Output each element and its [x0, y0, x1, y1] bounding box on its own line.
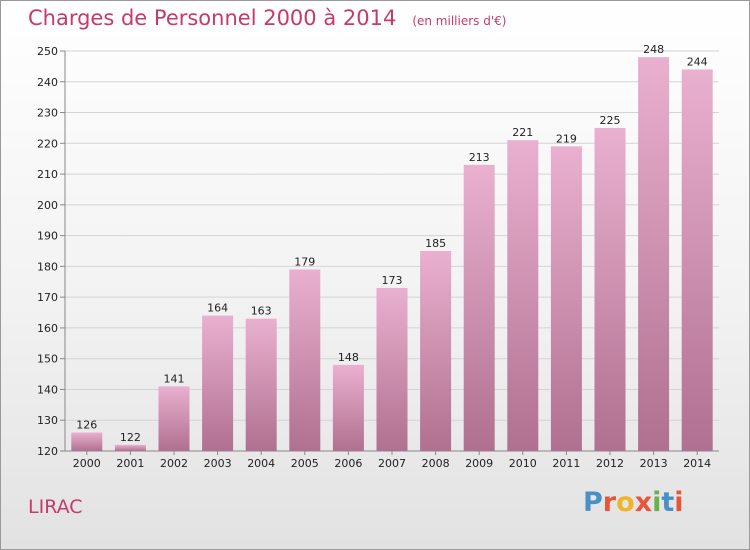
logo-letter: t — [661, 487, 675, 518]
logo-letter: x — [634, 487, 653, 518]
bar-2004 — [245, 318, 277, 451]
bar-value-label: 248 — [643, 43, 664, 56]
chart-title-text: Charges de Personnel 2000 à 2014 — [28, 6, 397, 30]
y-tick-label: 170 — [37, 291, 58, 304]
x-tick-label: 2006 — [334, 457, 362, 470]
bar-value-label: 141 — [164, 372, 185, 385]
x-tick-label: 2013 — [640, 457, 668, 470]
x-tick-label: 2007 — [378, 457, 406, 470]
bar-2006 — [332, 364, 364, 451]
x-tick-label: 2000 — [73, 457, 101, 470]
x-tick-label: 2003 — [204, 457, 232, 470]
y-tick-label: 120 — [37, 445, 58, 458]
bar-value-label: 163 — [251, 305, 272, 318]
logo-letter: P — [583, 487, 603, 518]
y-tick-label: 160 — [37, 322, 58, 335]
bar-value-label: 244 — [687, 55, 708, 68]
bar-2010 — [507, 140, 539, 451]
y-tick-label: 130 — [37, 414, 58, 427]
proxiti-logo: Proxiti — [583, 487, 684, 518]
bar-value-label: 185 — [425, 237, 446, 250]
bar-value-label: 179 — [294, 255, 315, 268]
bar-value-label: 219 — [556, 132, 577, 145]
logo-letter: i — [674, 487, 684, 518]
y-tick-label: 210 — [37, 168, 58, 181]
bar-2001 — [114, 444, 146, 451]
y-tick-label: 200 — [37, 199, 58, 212]
bar-value-label: 164 — [207, 302, 228, 315]
bar-2014 — [681, 69, 713, 451]
y-tick-label: 180 — [37, 260, 58, 273]
bar-2013 — [638, 57, 670, 452]
y-tick-label: 190 — [37, 230, 58, 243]
y-tick-label: 240 — [37, 76, 58, 89]
y-tick-label: 140 — [37, 383, 58, 396]
y-tick-label: 230 — [37, 107, 58, 120]
bar-value-label: 213 — [469, 151, 490, 164]
x-tick-label: 2010 — [509, 457, 537, 470]
x-tick-label: 2004 — [247, 457, 275, 470]
chart-subtitle: (en milliers d'€) — [412, 14, 507, 28]
y-tick-label: 250 — [37, 45, 58, 58]
bar-2003 — [202, 315, 234, 451]
x-tick-label: 2002 — [160, 457, 188, 470]
bar-2011 — [550, 146, 582, 451]
x-tick-label: 2012 — [596, 457, 624, 470]
chart-title: Charges de Personnel 2000 à 2014 (en mill… — [28, 6, 506, 30]
bar-2000 — [71, 432, 103, 451]
x-tick-label: 2001 — [116, 457, 144, 470]
x-tick-label: 2008 — [422, 457, 450, 470]
bar-value-label: 221 — [512, 126, 533, 139]
y-tick-label: 220 — [37, 137, 58, 150]
x-tick-label: 2011 — [552, 457, 580, 470]
bar-2008 — [420, 251, 452, 451]
bar-value-label: 225 — [600, 114, 621, 127]
x-tick-label: 2005 — [291, 457, 319, 470]
bar-2005 — [289, 269, 321, 451]
bar-value-label: 126 — [76, 419, 97, 432]
bar-value-label: 173 — [382, 274, 403, 287]
logo-letter: i — [652, 487, 662, 518]
bar-2009 — [463, 164, 495, 451]
bar-2007 — [376, 287, 408, 451]
town-name: LIRAC — [28, 496, 83, 518]
bar-value-label: 148 — [338, 351, 359, 364]
y-tick-label: 150 — [37, 353, 58, 366]
bar-2002 — [158, 386, 190, 451]
logo-letter: r — [602, 487, 617, 518]
bar-2012 — [594, 127, 626, 451]
x-tick-label: 2009 — [465, 457, 493, 470]
bar-value-label: 122 — [120, 431, 141, 444]
logo-letter: o — [616, 487, 635, 518]
x-tick-label: 2014 — [683, 457, 711, 470]
